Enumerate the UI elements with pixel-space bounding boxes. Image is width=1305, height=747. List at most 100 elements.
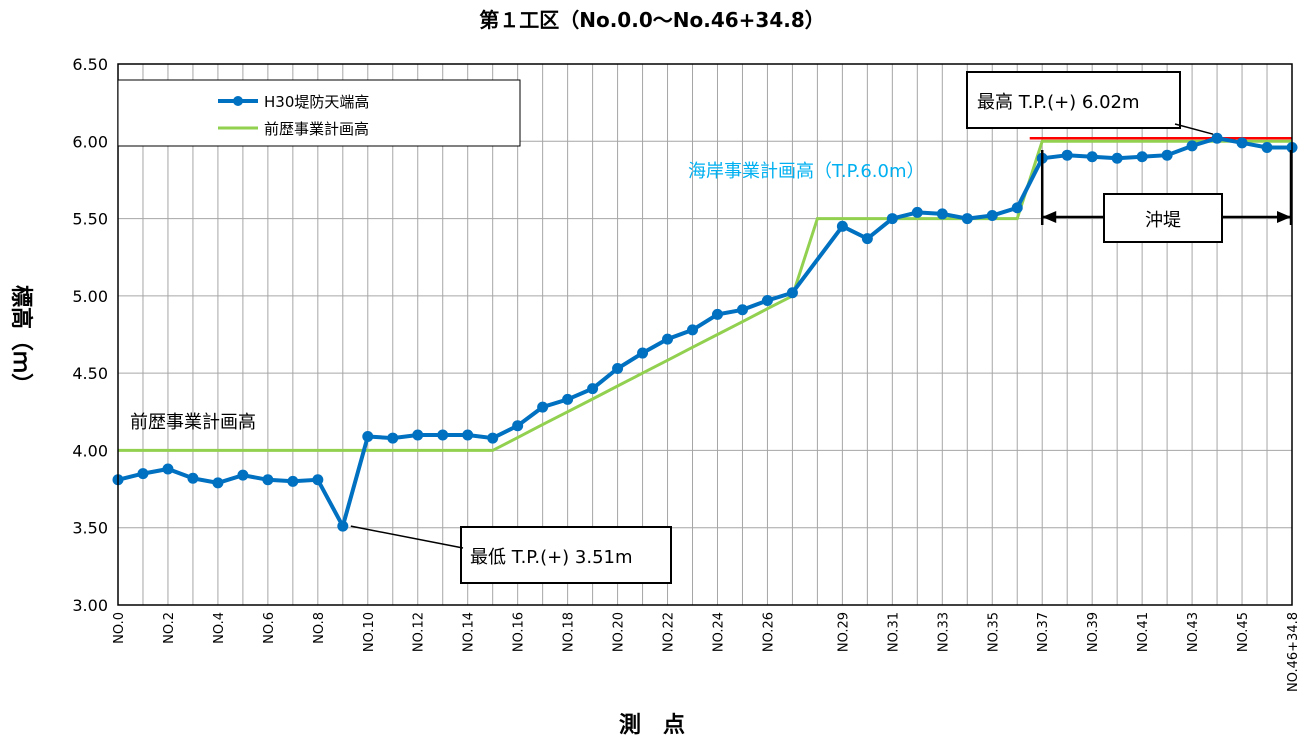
x-tick-label: NO.18 <box>562 612 577 652</box>
data-point <box>687 324 699 336</box>
plot-frame <box>117 63 1293 606</box>
x-tick-label: NO.41 <box>1136 612 1151 652</box>
y-tick-label: 6.50 <box>72 55 108 74</box>
annotation-min-label: 最低 T.P.(+) 3.51m <box>470 547 633 568</box>
breakwater-left-arrowhead <box>1042 211 1057 223</box>
annotation-plan-height: 前歴事業計画高 <box>130 412 256 433</box>
x-tick-label: NO.35 <box>986 612 1001 652</box>
annotation-breakwater: 沖堤 <box>1040 150 1293 243</box>
x-tick-label: NO.14 <box>462 612 477 652</box>
data-point <box>761 294 773 306</box>
legend-h30-label: H30堤防天端高 <box>264 93 369 111</box>
legend: H30堤防天端高 前歴事業計画高 <box>117 79 521 147</box>
annotation-min: 最低 T.P.(+) 3.51m <box>350 525 672 584</box>
annotation-breakwater-label: 沖堤 <box>1145 210 1181 231</box>
y-tick-label: 4.00 <box>72 441 108 460</box>
data-point <box>162 463 174 475</box>
x-tick-label: NO.16 <box>512 612 527 652</box>
y-tick-label: 5.50 <box>72 210 108 229</box>
x-tick-label: NO.31 <box>886 612 901 652</box>
x-tick-label: NO.29 <box>836 612 851 652</box>
data-point <box>1161 149 1173 161</box>
data-point <box>1186 140 1198 152</box>
x-tick-label: NO.22 <box>662 612 677 652</box>
x-tick-label: NO.46+34.8 <box>1286 612 1301 692</box>
data-point <box>1236 137 1248 149</box>
series-h30-points <box>112 132 1298 532</box>
data-point <box>487 432 499 444</box>
chart-title: 第１工区（No.0.0～No.46+34.8） <box>479 8 825 32</box>
data-point <box>1061 149 1073 161</box>
x-tick-label: NO.0 <box>112 612 127 644</box>
data-point <box>936 208 948 220</box>
x-tick-label: NO.24 <box>711 612 726 652</box>
legend-plan-label: 前歴事業計画高 <box>264 120 369 138</box>
data-point <box>187 472 199 484</box>
data-point <box>412 429 424 441</box>
data-point <box>287 475 299 487</box>
data-point <box>911 206 923 218</box>
y-axis-label: 標高（ｍ） <box>8 285 34 395</box>
data-point <box>736 304 748 316</box>
data-point <box>612 363 624 375</box>
data-point <box>312 474 324 486</box>
data-point <box>1086 151 1098 163</box>
x-tick-label: NO.12 <box>412 612 427 652</box>
data-point <box>262 474 274 486</box>
legend-h30-marker <box>233 96 243 106</box>
x-axis-label: 測 点 <box>619 712 685 738</box>
data-point <box>836 220 848 232</box>
data-point <box>1211 132 1223 144</box>
data-point <box>786 287 798 299</box>
x-tick-label: NO.39 <box>1086 612 1101 652</box>
data-point <box>237 469 249 481</box>
breakwater-right-arrowhead <box>1277 211 1291 223</box>
data-point <box>1011 202 1023 214</box>
x-tick-label: NO.43 <box>1186 612 1201 652</box>
x-tick-label: NO.2 <box>162 612 177 644</box>
data-point <box>662 333 674 345</box>
data-point <box>587 383 599 395</box>
data-point <box>212 477 224 489</box>
data-point <box>861 233 873 245</box>
annotation-max-arrow <box>1174 123 1214 135</box>
data-point <box>537 401 549 413</box>
data-point <box>961 213 973 225</box>
data-point <box>337 520 349 532</box>
y-tick-labels: 3.00 3.50 4.00 4.50 5.00 5.50 6.00 6.50 <box>72 55 108 615</box>
data-point <box>886 213 898 225</box>
x-tick-label: NO.45 <box>1236 612 1251 652</box>
x-tick-label: NO.8 <box>312 612 327 644</box>
data-point <box>462 429 474 441</box>
y-tick-label: 6.00 <box>72 132 108 151</box>
x-tick-label: NO.37 <box>1036 612 1051 652</box>
series-plan-height-line <box>118 139 1292 452</box>
data-point <box>1136 151 1148 163</box>
x-tick-label: NO.33 <box>936 612 951 652</box>
x-tick-label: NO.6 <box>262 612 277 644</box>
y-tick-label: 4.50 <box>72 364 108 383</box>
data-point <box>362 431 374 443</box>
y-tick-label: 3.50 <box>72 519 108 538</box>
x-tick-label: NO.20 <box>612 612 627 652</box>
data-point <box>637 347 649 359</box>
data-point <box>1111 152 1123 164</box>
data-point <box>137 468 149 480</box>
data-point <box>1261 141 1273 153</box>
x-tick-labels: NO.0 NO.2 NO.4 NO.6 NO.8 NO.10 NO.12 NO.14 NO.16… <box>112 612 1301 692</box>
data-point <box>986 209 998 221</box>
data-point <box>711 308 723 320</box>
data-point <box>512 420 524 432</box>
annotation-max: 最高 T.P.(+) 6.02m <box>966 71 1214 135</box>
x-tick-label: NO.4 <box>212 612 227 644</box>
x-tick-label: NO.26 <box>761 612 776 652</box>
x-tick-label: NO.10 <box>362 612 377 652</box>
data-point <box>437 429 449 441</box>
y-tick-label: 3.00 <box>72 596 108 615</box>
y-tick-label: 5.00 <box>72 287 108 306</box>
grid <box>117 63 1293 606</box>
annotation-min-arrow <box>350 525 464 549</box>
data-point <box>562 393 574 405</box>
annotation-max-label: 最高 T.P.(+) 6.02m <box>977 92 1140 113</box>
